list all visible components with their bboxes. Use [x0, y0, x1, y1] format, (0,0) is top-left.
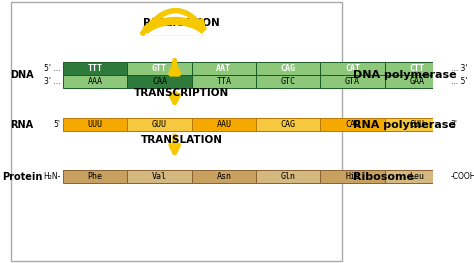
- Text: CUU: CUU: [410, 120, 424, 129]
- Text: His: His: [345, 172, 360, 181]
- FancyBboxPatch shape: [63, 118, 128, 131]
- Text: Asn: Asn: [216, 172, 231, 181]
- Text: ... 3': ... 3': [451, 64, 467, 73]
- Text: 5': 5': [53, 120, 60, 129]
- FancyBboxPatch shape: [385, 170, 449, 183]
- Text: AAU: AAU: [216, 120, 231, 129]
- FancyBboxPatch shape: [128, 62, 191, 75]
- Text: GTC: GTC: [281, 77, 296, 86]
- Text: TTT: TTT: [88, 64, 103, 73]
- Text: 5' ...: 5' ...: [44, 64, 60, 73]
- Text: Leu: Leu: [410, 172, 424, 181]
- Text: AAT: AAT: [216, 64, 231, 73]
- FancyBboxPatch shape: [128, 118, 191, 131]
- FancyBboxPatch shape: [256, 75, 320, 88]
- Text: ... 5': ... 5': [451, 77, 467, 86]
- FancyBboxPatch shape: [128, 170, 191, 183]
- FancyBboxPatch shape: [256, 170, 320, 183]
- Text: Phe: Phe: [88, 172, 103, 181]
- Text: -COOH: -COOH: [451, 172, 474, 181]
- Text: CAU: CAU: [345, 120, 360, 129]
- FancyBboxPatch shape: [128, 75, 191, 88]
- Text: TTA: TTA: [216, 77, 231, 86]
- Text: RNA: RNA: [10, 119, 33, 129]
- FancyBboxPatch shape: [385, 75, 449, 88]
- FancyBboxPatch shape: [11, 2, 342, 261]
- Text: 3': 3': [451, 120, 458, 129]
- FancyBboxPatch shape: [256, 118, 320, 131]
- Text: Protein: Protein: [2, 171, 42, 181]
- Text: CTT: CTT: [410, 64, 424, 73]
- FancyBboxPatch shape: [63, 75, 128, 88]
- FancyBboxPatch shape: [63, 62, 128, 75]
- FancyBboxPatch shape: [191, 170, 256, 183]
- FancyArrowPatch shape: [143, 11, 203, 33]
- Text: CAG: CAG: [281, 120, 296, 129]
- Text: DNA: DNA: [10, 70, 34, 80]
- FancyBboxPatch shape: [320, 62, 385, 75]
- Text: CAG: CAG: [281, 64, 296, 73]
- Text: Gln: Gln: [281, 172, 296, 181]
- Text: AAA: AAA: [88, 77, 103, 86]
- Text: GTT: GTT: [152, 64, 167, 73]
- FancyBboxPatch shape: [320, 75, 385, 88]
- Text: 3' ...: 3' ...: [44, 77, 60, 86]
- Text: GAA: GAA: [410, 77, 424, 86]
- Text: CAT: CAT: [345, 64, 360, 73]
- Text: DNA polymerase: DNA polymerase: [354, 70, 457, 80]
- FancyBboxPatch shape: [191, 75, 256, 88]
- FancyBboxPatch shape: [320, 170, 385, 183]
- Text: TRANSCRIPTION: TRANSCRIPTION: [134, 89, 229, 99]
- Text: Ribosome: Ribosome: [354, 171, 414, 181]
- Text: TRANSLATION: TRANSLATION: [141, 135, 223, 145]
- Text: CAA: CAA: [152, 77, 167, 86]
- Text: H₂N-: H₂N-: [43, 172, 60, 181]
- Text: UUU: UUU: [88, 120, 103, 129]
- FancyBboxPatch shape: [320, 118, 385, 131]
- FancyBboxPatch shape: [191, 118, 256, 131]
- FancyBboxPatch shape: [385, 118, 449, 131]
- Text: RNA polymerase: RNA polymerase: [354, 119, 456, 129]
- FancyBboxPatch shape: [191, 62, 256, 75]
- Text: REPLICATION: REPLICATION: [144, 18, 220, 28]
- FancyBboxPatch shape: [385, 62, 449, 75]
- Text: GUU: GUU: [152, 120, 167, 129]
- Text: Val: Val: [152, 172, 167, 181]
- Text: GTA: GTA: [345, 77, 360, 86]
- FancyBboxPatch shape: [256, 62, 320, 75]
- FancyBboxPatch shape: [63, 170, 128, 183]
